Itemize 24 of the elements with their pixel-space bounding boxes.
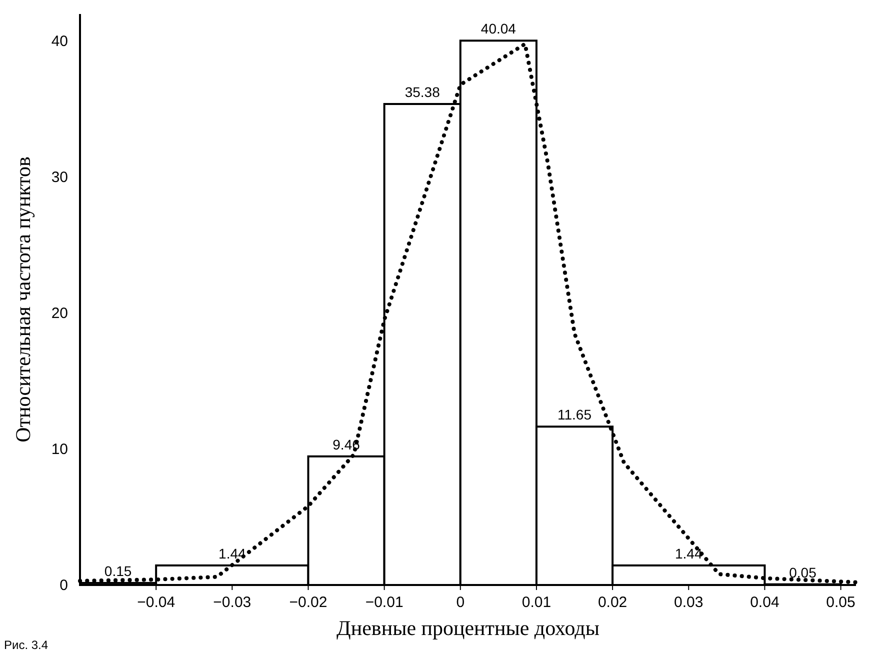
- x-tick-label: 0.04: [750, 594, 780, 611]
- x-tick-label: 0: [456, 594, 465, 611]
- y-tick-label: 30: [51, 169, 68, 186]
- data-label: 0.05: [789, 564, 817, 580]
- x-tick-label: −0.01: [365, 594, 404, 611]
- x-tick-label: 0.03: [674, 594, 704, 611]
- data-label: 11.65: [558, 406, 592, 423]
- y-tick-label: 10: [51, 441, 68, 458]
- x-tick-label: −0.04: [137, 594, 176, 611]
- y-tick-label: 40: [51, 33, 68, 50]
- data-label: 35.38: [404, 84, 440, 100]
- y-tick-label: 20: [51, 305, 68, 322]
- y-tick-label: 0: [60, 577, 68, 594]
- data-label: 40.04: [480, 20, 516, 37]
- data-label: 0.15: [104, 562, 132, 579]
- x-tick-label: 0.05: [826, 594, 856, 611]
- x-tick-label: 0.02: [598, 594, 628, 611]
- x-tick-label: −0.03: [213, 594, 252, 611]
- text: Рис. 3.4: [4, 638, 48, 652]
- data-label: 1.44: [675, 545, 702, 562]
- x-axis-title: Дневные процентные доходы: [336, 616, 600, 640]
- y-axis-title: Относительная частота пунктов: [11, 156, 35, 442]
- x-tick-label: 0.01: [522, 594, 552, 611]
- x-tick-label: −0.02: [289, 594, 328, 611]
